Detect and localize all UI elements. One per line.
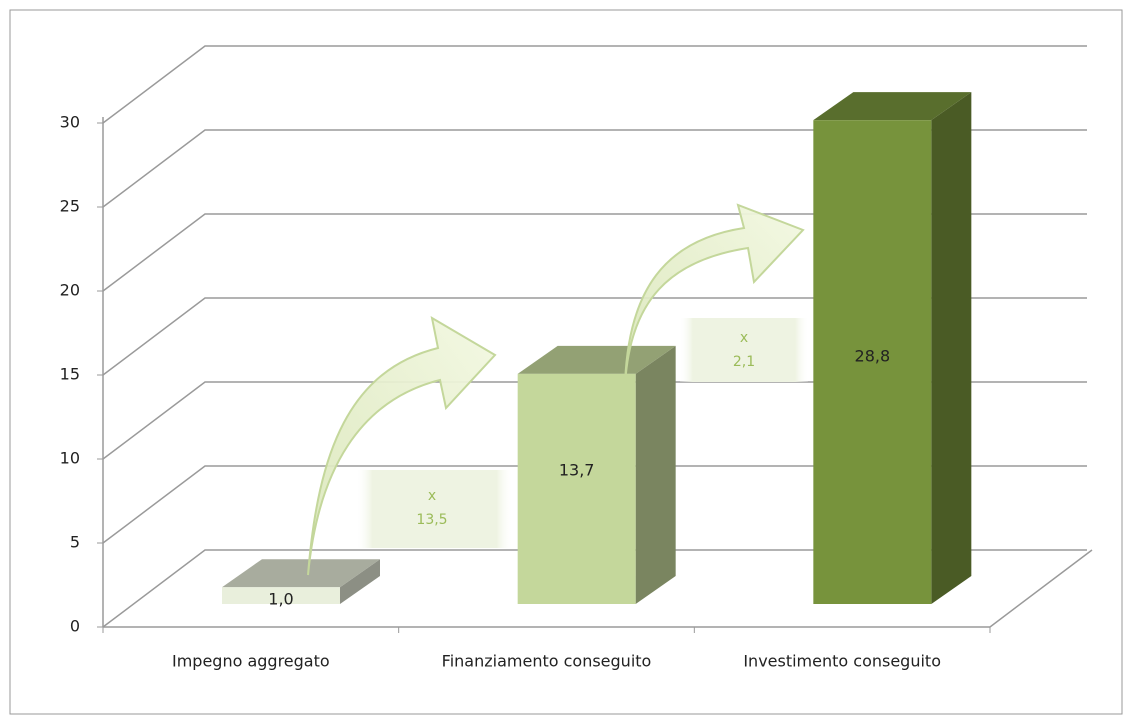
- annotation-text: 13,5: [416, 512, 447, 528]
- x-tick-label: Finanziamento conseguito: [442, 652, 652, 671]
- bar-top: [222, 559, 380, 588]
- annotation-box: [357, 470, 512, 548]
- annotation-text: 2,1: [733, 354, 755, 370]
- y-tick-label: 0: [70, 617, 80, 636]
- bar-side: [340, 559, 380, 604]
- y-tick-label: 20: [60, 281, 80, 300]
- walls: 0 5 10 15 20 25 30: [60, 45, 1093, 636]
- grid-line: [102, 213, 1087, 292]
- bars: [222, 92, 972, 604]
- grid-line: [102, 297, 1087, 376]
- bar-side: [931, 92, 972, 604]
- y-tick-label: 25: [60, 197, 80, 216]
- grid-line: [102, 45, 1087, 124]
- bar: [813, 120, 932, 604]
- arrow: [307, 316, 497, 576]
- data-label: 13,7: [559, 460, 595, 479]
- grid-line: [102, 465, 1087, 544]
- bar-side: [635, 345, 676, 604]
- x-tick-label: Investimento conseguito: [743, 652, 941, 671]
- grid-line: [102, 129, 1087, 208]
- y-tick-label: 30: [60, 113, 80, 132]
- y-tick-label: 15: [60, 365, 80, 384]
- bar-top: [813, 92, 972, 121]
- bar: [222, 587, 340, 604]
- x-tick-label: Impegno aggregato: [172, 652, 330, 671]
- annotation-text: x: [740, 330, 748, 346]
- arrow: [624, 203, 805, 386]
- y-tick-label: 5: [70, 533, 80, 552]
- bar-top: [517, 345, 676, 374]
- data-label: 1,0: [268, 590, 293, 609]
- bar: [517, 373, 636, 604]
- annotations: x 13,5 x 2,1 1,0 13,7 28,8: [268, 203, 891, 609]
- y-tick-label: 10: [60, 449, 80, 468]
- annotation-box: [680, 318, 808, 382]
- data-label: 28,8: [855, 347, 891, 366]
- grid-line: [102, 549, 1087, 628]
- annotation-text: x: [428, 488, 436, 504]
